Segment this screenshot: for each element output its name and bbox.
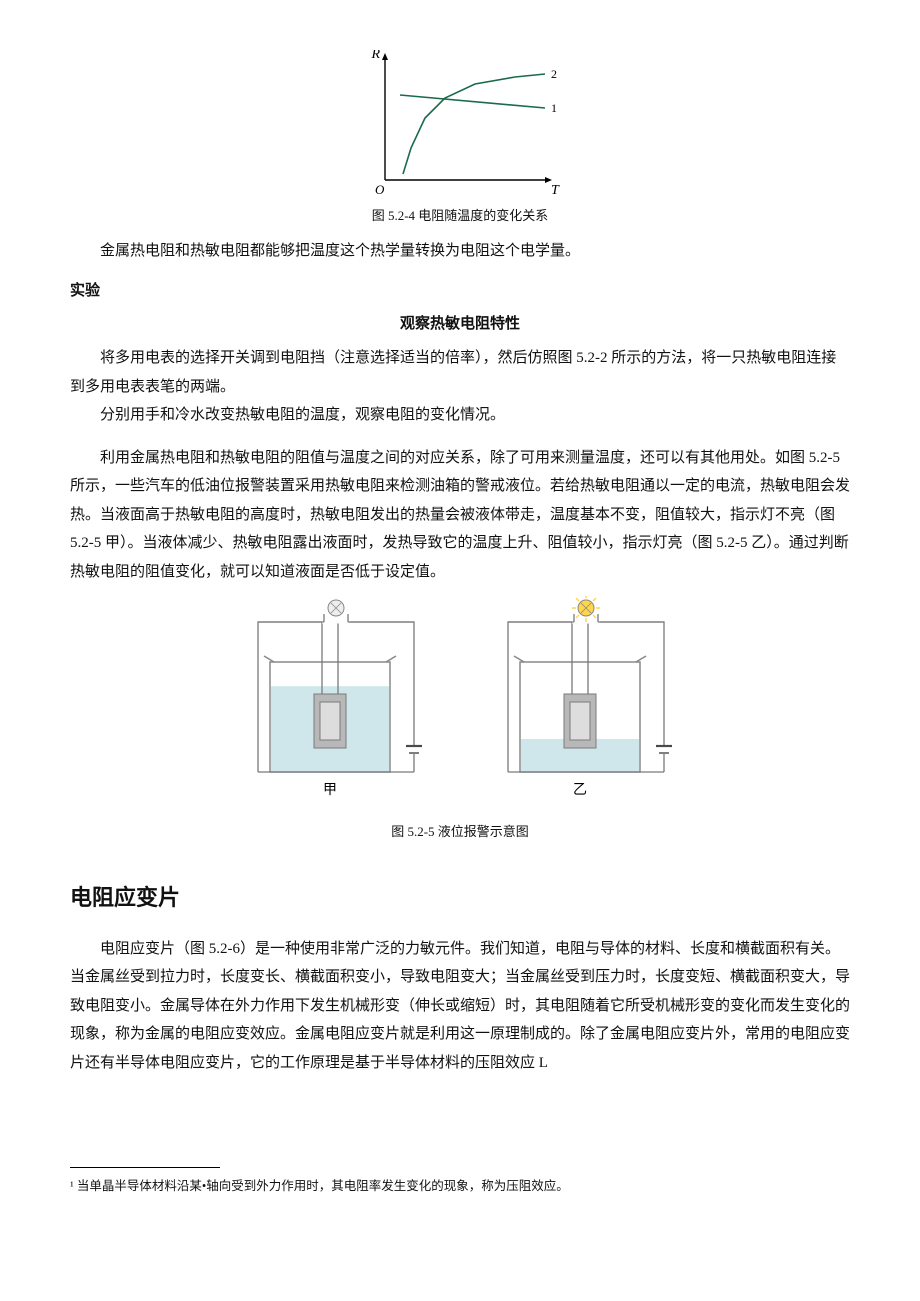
- svg-text:O: O: [375, 182, 385, 197]
- subheading-resistance-strain-gauge: 电阻应变片: [70, 877, 850, 919]
- experiment-p2: 分别用手和冷水改变热敏电阻的温度，观察电阻的变化情况。: [70, 401, 850, 430]
- figure-5-2-4-caption: 图 5.2-4 电阻随温度的变化关系: [70, 204, 850, 229]
- svg-text:乙: 乙: [573, 782, 587, 798]
- experiment-label: 实验: [70, 277, 850, 306]
- svg-text:2: 2: [551, 67, 557, 81]
- svg-text:甲: 甲: [323, 783, 337, 798]
- figure-5-2-4: R T O 1 2 图 5.2-4 电阻随温度的变化关系: [70, 50, 850, 229]
- chart-r-t: R T O 1 2: [360, 50, 560, 200]
- paragraph-1: 金属热电阻和热敏电阻都能够把温度这个热学量转换为电阻这个电学量。: [70, 237, 850, 266]
- figure-5-2-5: 甲乙 图 5.2-5 液位报警示意图: [70, 596, 850, 845]
- figure-5-2-5-caption: 图 5.2-5 液位报警示意图: [70, 820, 850, 845]
- paragraph-2: 利用金属热电阻和热敏电阻的阻值与温度之间的对应关系，除了可用来测量温度，还可以有…: [70, 444, 850, 587]
- svg-text:T: T: [551, 183, 560, 198]
- svg-text:R: R: [370, 50, 380, 62]
- footnote-separator: [70, 1167, 220, 1168]
- svg-text:1: 1: [551, 101, 557, 115]
- experiment-p1: 将多用电表的选择开关调到电阻挡（注意选择适当的倍率），然后仿照图 5.2-2 所…: [70, 344, 850, 401]
- liquid-level-diagram: 甲乙: [220, 596, 700, 816]
- paragraph-3: 电阻应变片（图 5.2-6）是一种使用非常广泛的力敏元件。我们知道，电阻与导体的…: [70, 935, 850, 1078]
- footnote-1: ¹ 当单晶半导体材料沿某•轴向受到外力作用时，其电阻率发生变化的现象，称为压阻效…: [70, 1176, 850, 1196]
- experiment-title: 观察热敏电阻特性: [70, 310, 850, 339]
